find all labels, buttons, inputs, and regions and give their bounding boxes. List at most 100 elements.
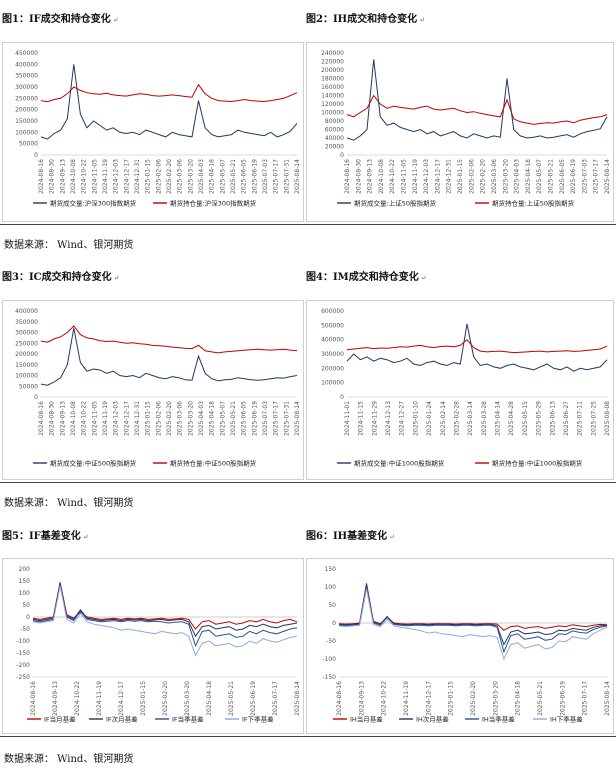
x-tick-label: 2025-07-17 — [273, 401, 280, 436]
y-tick-label: -150 — [16, 650, 30, 657]
y-tick-label: 50 — [328, 602, 336, 609]
series-line — [338, 588, 608, 661]
x-tick-label: 2024-10-08 — [378, 159, 385, 194]
series-line — [32, 585, 298, 657]
x-tick-label: 2024-12-17 — [434, 159, 441, 194]
x-tick-label: 2025-01-15 — [145, 401, 152, 436]
x-tick-label: 2025-07-31 — [283, 159, 290, 194]
y-tick-label: 350000 — [15, 319, 38, 326]
source-note-2: 数据来源： Wind、银河期货 — [4, 498, 134, 509]
y-tick-label: 150 — [19, 578, 31, 585]
chart-3-svg: 400000 350000 300000 250000 200000 150000 1000… — [15, 308, 301, 468]
x-tick-label: 2024-11-05 — [91, 401, 98, 436]
y-tick-label: 200000 — [15, 351, 38, 358]
x-tick-label: 2025-05-29 — [536, 401, 543, 436]
x-tick-label: 2024-12-17 — [425, 681, 432, 716]
x-tick-label: 2025-05-21 — [547, 159, 554, 194]
x-tick-label: 2025-08-14 — [604, 681, 611, 716]
series-line — [338, 585, 608, 646]
y-tick-label: 50 — [22, 602, 30, 609]
x-tick-label: 2024-12-17 — [123, 159, 130, 194]
y-tick-label: 200000 — [321, 365, 344, 372]
y-tick-label: 40000 — [325, 135, 344, 142]
x-tick-label: 2025-03-14 — [467, 401, 474, 436]
y-tick-label: 350000 — [15, 73, 38, 80]
x-tick-label: 2024-11-29 — [371, 401, 378, 436]
x-tick-label: 2025-07-17 — [272, 681, 279, 716]
figure-1-title: 图1：IF成交和持仓变化 ↵ — [2, 14, 119, 25]
y-tick-label: 100000 — [321, 380, 344, 387]
y-tick-label: 0 — [34, 152, 38, 159]
y-tick-label: 140000 — [321, 93, 344, 100]
series-line — [40, 328, 298, 386]
x-tick-label: 2024-10-08 — [70, 401, 77, 436]
x-tick-label: 2025-05-07 — [219, 401, 226, 436]
source-note-3: 数据来源： Wind、银河期货 — [4, 754, 134, 765]
divider-rule — [0, 482, 616, 483]
x-tick-label: 2025-06-05 — [241, 401, 248, 436]
y-tick-label: -50 — [20, 626, 30, 633]
x-tick-label: 2025-02-20 — [166, 401, 173, 436]
y-tick-label: 100000 — [15, 373, 38, 380]
x-tick-label: 2025-04-18 — [209, 401, 216, 436]
y-tick-label: 450000 — [15, 50, 38, 57]
x-tick-label: 2024-12-27 — [399, 401, 406, 436]
x-tick-label: 2024-11-19 — [412, 159, 419, 194]
x-tick-label: 2025-03-06 — [177, 401, 184, 436]
x-tick-label: 2025-08-14 — [294, 401, 301, 436]
y-tick-label: 500000 — [321, 322, 344, 329]
x-tick-label: 2025-06-05 — [241, 159, 248, 194]
y-tick-label: 180000 — [321, 76, 344, 83]
x-tick-label: 2025-04-14 — [495, 401, 502, 436]
y-tick-label: 100000 — [15, 129, 38, 136]
y-tick-label: -250 — [16, 674, 30, 681]
legend-label: IF当月基差 — [44, 715, 76, 724]
chart-2-svg: 2400002200002000001800001600001400001200… — [321, 50, 611, 208]
series-line — [346, 338, 608, 354]
x-tick-label: 2025-03-20 — [187, 401, 194, 436]
legend-label: IH当季基差 — [482, 715, 515, 724]
y-tick-label: 400000 — [15, 61, 38, 68]
figure-3-title: 图3：IC成交和持仓变化 ↵ — [2, 272, 120, 283]
x-tick-label: 2024-10-22 — [381, 681, 388, 716]
x-tick-label: 2024-12-17 — [118, 681, 125, 716]
x-tick-label: 2024-08-30 — [355, 159, 362, 194]
x-tick-label: 2025-05-07 — [219, 159, 226, 194]
y-tick-label: 220000 — [321, 59, 344, 66]
y-tick-label: 100000 — [321, 110, 344, 117]
y-tick-label: 150 — [325, 566, 337, 573]
y-tick-label: 80000 — [325, 118, 344, 125]
figure-5-title: 图5：IF基差变化 ↵ — [2, 531, 89, 542]
x-tick-label: 2025-01-15 — [145, 159, 152, 194]
x-tick-label: 2025-02-20 — [162, 681, 169, 716]
x-tick-label: 2025-07-03 — [262, 159, 269, 194]
x-tick-label: 2025-03-06 — [177, 159, 184, 194]
y-tick-label: 20000 — [325, 144, 344, 151]
x-tick-label: 2024-08-30 — [49, 401, 56, 436]
x-tick-label: 2024-08-16 — [38, 401, 45, 436]
x-tick-label: 2025-06-05 — [559, 159, 566, 194]
legend-label: IH下季基差 — [550, 715, 583, 724]
figure-2-chart: 240000 220000 200000 180000 160000 140000 1200… — [306, 42, 614, 222]
x-tick-label: 2024-12-31 — [446, 159, 453, 194]
y-tick-label: 600000 — [321, 308, 344, 315]
series-line — [338, 586, 608, 654]
legend-label: 期货持仓量:中证1000股指期货 — [492, 459, 583, 468]
x-tick-label: 2025-07-03 — [581, 159, 588, 194]
x-tick-label: 2025-08-14 — [604, 159, 611, 194]
y-tick-label: 150000 — [15, 362, 38, 369]
x-tick-label: 2024-11-05 — [91, 159, 98, 194]
chart-1-svg: 450000 400000 350000 300000 250000 200000 1500… — [15, 50, 301, 208]
x-tick-label: 2025-03-20 — [492, 681, 499, 716]
x-tick-label: 2024-12-03 — [113, 401, 120, 436]
legend-label: IF下季基差 — [242, 715, 274, 724]
x-tick-label: 2024-09-13 — [367, 159, 374, 194]
y-tick-label: 0 — [340, 152, 344, 159]
x-tick-label: 2024-12-31 — [134, 401, 141, 436]
legend-label: IF当季基差 — [172, 715, 204, 724]
legend-label: 期货持仓量:沪深300指数期货 — [170, 199, 257, 208]
x-tick-label: 2024-08-16 — [30, 681, 37, 716]
x-tick-label: 2025-07-31 — [283, 401, 290, 436]
x-tick-label: 2025-04-03 — [198, 401, 205, 436]
x-tick-label: 2025-05-21 — [230, 401, 237, 436]
